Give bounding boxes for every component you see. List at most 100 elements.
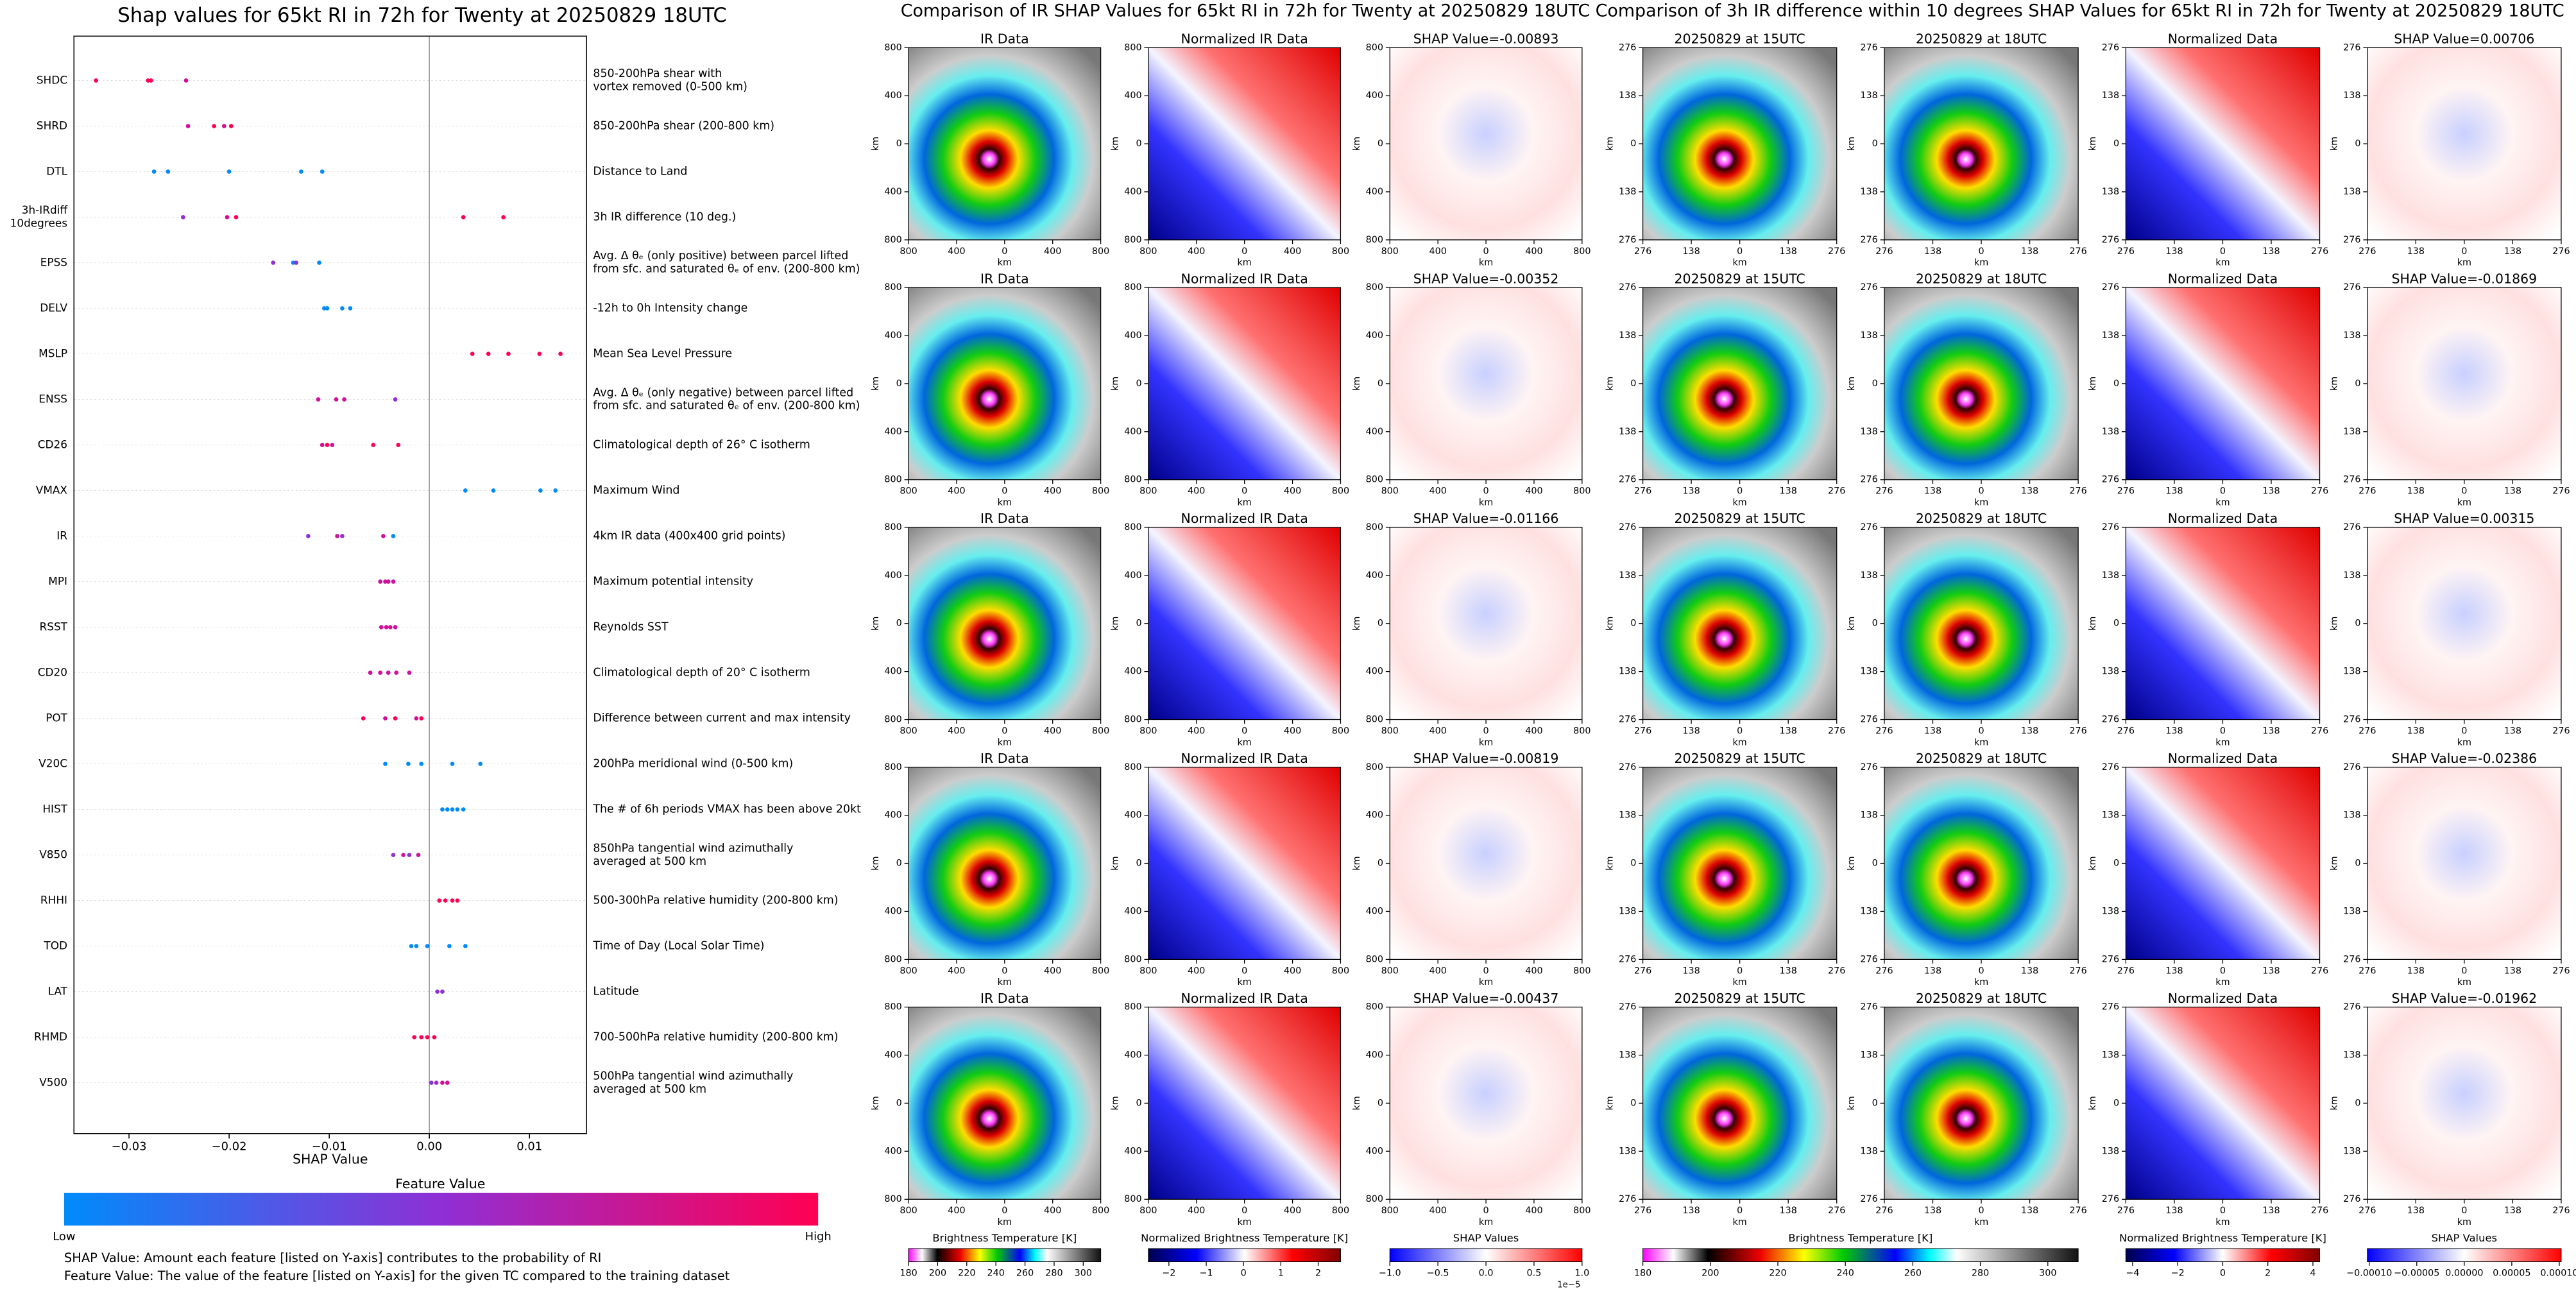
x-axis-label: km [1479, 1217, 1493, 1227]
panel-title: 20250829 at 15UTC [1674, 31, 1805, 46]
y-tick-label: 276 [1619, 1002, 1636, 1012]
y-tick-label: 276 [1619, 235, 1636, 245]
y-tick-label: 400 [884, 570, 901, 581]
point [320, 169, 325, 174]
point [322, 306, 327, 311]
x-tick-label: 138 [2021, 1206, 2038, 1216]
point [334, 397, 339, 402]
x-tick-label: 0 [2220, 726, 2226, 736]
x-tick-label: 0 [1002, 246, 1007, 257]
y-tick-label: 0 [1872, 139, 1878, 149]
y-axis-label: km [1847, 1096, 1857, 1110]
colorbar-tick-label: 260 [1904, 1268, 1922, 1278]
x-tick-label: 276 [1828, 1206, 1845, 1216]
point [414, 716, 419, 721]
point [443, 898, 448, 903]
x-tick-label: 276 [2358, 486, 2376, 497]
point [342, 397, 346, 402]
feature-description: 700-500hPa relative humidity (200-800 km… [593, 1031, 838, 1044]
y-tick-label: 0 [2355, 139, 2360, 149]
panel-title: IR Data [980, 31, 1029, 46]
feature-description: averaged at 500 km [593, 855, 706, 868]
y-tick-label: 0 [896, 619, 902, 629]
y-tick-label: 276 [2102, 1002, 2119, 1012]
panel-title: 20250829 at 18UTC [1916, 271, 2047, 286]
x-tick-label: 0 [1483, 1206, 1488, 1216]
point [429, 1080, 434, 1085]
y-tick-label: 0 [1872, 858, 1878, 869]
x-tick-label: 0 [1483, 966, 1488, 976]
x-tick-label: 0 [1483, 726, 1488, 736]
image [2367, 1007, 2561, 1200]
y-axis-label: km [1111, 1096, 1121, 1110]
x-tick-label: 800 [1381, 246, 1399, 257]
x-tick-label: 138 [2262, 1206, 2280, 1216]
feature-description: averaged at 500 km [593, 1083, 706, 1096]
point [221, 124, 226, 128]
feature-description: Avg. Δ θₑ (only positive) between parcel… [593, 250, 848, 262]
feature-label: 10degrees [10, 217, 67, 230]
x-tick-label: 800 [1332, 486, 1349, 497]
y-tick-label: 138 [1860, 1050, 1877, 1061]
panel-title: SHAP Value=-0.01869 [2392, 271, 2538, 286]
y-tick-label: 400 [1366, 1050, 1383, 1061]
x-tick-label: 400 [1188, 486, 1205, 497]
y-tick-label: 138 [1619, 810, 1636, 821]
x-tick-label: 400 [1284, 486, 1301, 497]
y-tick-label: 0 [1630, 858, 1636, 869]
x-tick-label: 138 [1780, 1206, 1797, 1216]
x-axis-label: km [2215, 498, 2230, 508]
x-tick-label: 400 [1429, 486, 1446, 497]
x-tick-label: 800 [1139, 1206, 1157, 1216]
x-tick-label: 276 [1875, 1206, 1893, 1216]
x-tick-label: 276 [1875, 726, 1893, 736]
colorbar [2367, 1248, 2562, 1263]
y-tick-label: 400 [1366, 667, 1383, 677]
x-tick-label: 276 [2117, 966, 2135, 976]
x-tick-label: 400 [948, 246, 965, 257]
y-tick-label: 800 [1124, 282, 1141, 293]
point [440, 807, 445, 812]
x-tick-label: 138 [2504, 486, 2521, 497]
point [325, 306, 330, 311]
point [435, 989, 439, 994]
feature-label: DTL [46, 164, 67, 177]
colorbar-tick-label: 1 [1278, 1268, 1284, 1278]
y-axis-label: km [871, 617, 881, 631]
y-tick-label: 400 [1366, 810, 1383, 821]
x-tick-label: 138 [2021, 966, 2038, 976]
colorbar-high: High [805, 1230, 832, 1243]
y-tick-label: 138 [1619, 1050, 1636, 1061]
y-tick-label: 800 [1124, 1194, 1141, 1204]
y-tick-label: 276 [2343, 762, 2360, 773]
y-axis-label: km [1111, 137, 1121, 151]
x-axis-label: km [998, 498, 1012, 508]
y-tick-label: 276 [2343, 1194, 2360, 1204]
y-tick-label: 800 [1124, 522, 1141, 533]
y-axis-label: km [1605, 137, 1615, 151]
x-tick-label: 400 [1429, 966, 1446, 976]
point [388, 625, 393, 629]
x-tick-label: 276 [2117, 726, 2135, 736]
y-axis-label: km [1352, 137, 1362, 151]
x-tick-label: 0 [2461, 1206, 2467, 1216]
point [461, 807, 466, 812]
x-axis-label: km [1974, 258, 1988, 268]
y-tick-label: 0 [896, 139, 902, 149]
point [537, 352, 542, 356]
image [1148, 527, 1341, 720]
image [1884, 1007, 2079, 1200]
point [151, 169, 157, 174]
panel-title: Normalized IR Data [1181, 511, 1308, 526]
y-tick-label: 138 [1860, 330, 1877, 341]
point [440, 1080, 445, 1085]
y-tick-label: 138 [1860, 427, 1877, 437]
image [1884, 47, 2079, 240]
y-tick-label: 276 [2102, 235, 2119, 245]
feature-description: Time of Day (Local Solar Time) [592, 940, 764, 953]
x-tick-label: 400 [948, 726, 965, 736]
x-tick-label: −0.03 [112, 1140, 147, 1153]
image [2367, 47, 2561, 240]
x-axis-label: SHAP Value [293, 1152, 368, 1167]
point [166, 169, 171, 174]
